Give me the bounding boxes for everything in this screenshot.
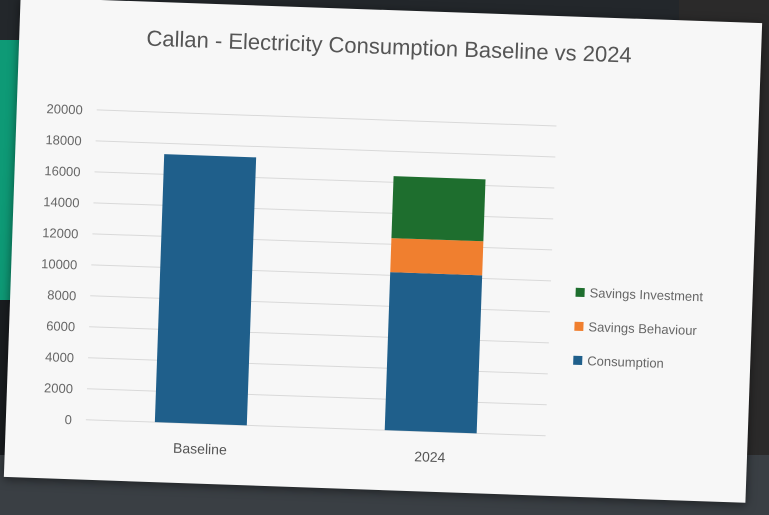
bar-savings-investment-2024 <box>391 176 486 242</box>
legend-swatch <box>574 321 584 332</box>
y-tick-label: 2000 <box>44 380 73 396</box>
y-tick-label: 20000 <box>46 101 83 117</box>
chart-photo: Callan - Electricity Consumption Baselin… <box>3 0 763 503</box>
y-tick-label: 8000 <box>47 287 76 303</box>
chart-canvas: 0 2000 4000 6000 8000 10000 12000 14000 16000 180… <box>41 101 704 465</box>
x-tick-label: 2024 <box>414 448 446 465</box>
legend-label: Consumption <box>587 353 664 371</box>
x-tick-label: Baseline <box>173 440 227 458</box>
y-tick-label: 12000 <box>42 225 79 241</box>
y-tick-label: 4000 <box>45 349 74 365</box>
y-tick-label: 10000 <box>41 256 78 272</box>
legend-label: Savings Investment <box>589 285 703 304</box>
y-tick-label: 14000 <box>43 194 80 210</box>
legend-swatch <box>575 287 585 298</box>
legend-label: Savings Behaviour <box>588 319 698 338</box>
bar-consumption-2024 <box>384 272 483 434</box>
y-tick-label: 18000 <box>45 132 82 148</box>
y-tick-label: 0 <box>64 412 72 427</box>
gridline <box>96 109 557 127</box>
gridline <box>95 140 556 158</box>
y-tick-label: 6000 <box>46 318 75 334</box>
bar-savings-behaviour-2024 <box>390 238 484 276</box>
bar-consumption-baseline <box>154 154 257 426</box>
y-tick-label: 16000 <box>44 163 81 179</box>
legend-swatch <box>573 355 583 366</box>
